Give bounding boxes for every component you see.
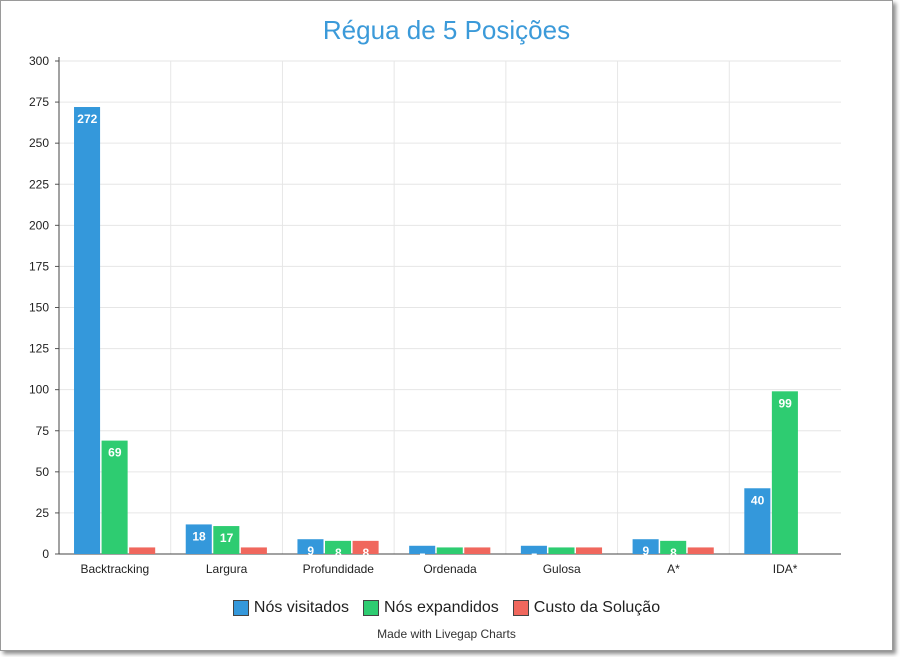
y-tick-label: 75 [36,424,50,438]
x-tick-label: A* [667,562,680,576]
y-tick-label: 150 [29,301,49,315]
bar [409,545,436,554]
y-tick-label: 25 [36,506,50,520]
bar [520,545,547,554]
data-label: 8 [335,546,342,560]
legend-item-nos-visitados[interactable]: Nós visitados [232,599,350,617]
data-label: 4 [139,552,146,566]
y-tick-label: 50 [36,465,50,479]
bar [744,488,771,554]
data-label: 9 [643,544,650,558]
legend-swatch [363,600,380,616]
y-tick-label: 125 [29,342,49,356]
legend-item-custo-da-solucao[interactable]: Custo da Solução [512,599,661,617]
data-label: 99 [778,396,792,410]
bar [575,547,603,554]
data-label: 40 [751,493,765,507]
y-tick-label: 275 [29,95,49,109]
bar [464,547,491,554]
x-tick-label: Gulosa [543,562,581,576]
data-label: 8 [670,546,677,560]
chart-legend: Nós visitados Nós expandidos Custo da So… [1,599,892,617]
x-tick-label: IDA* [773,562,798,576]
bar [548,547,575,554]
legend-label: Nós expandidos [384,599,499,616]
bar [660,540,687,554]
data-label: 4 [447,552,454,566]
y-tick-label: 200 [29,218,49,232]
data-label: 4 [586,552,593,566]
legend-item-nos-expandidos[interactable]: Nós expandidos [363,599,499,617]
data-label: 5 [531,551,538,565]
bar [101,440,128,554]
legend-label: Custo da Solução [533,599,661,616]
y-tick-label: 250 [29,136,49,150]
y-tick-label: 225 [29,177,49,191]
x-tick-label: Profundidade [303,562,375,576]
data-label: 9 [307,544,314,558]
bar [213,526,240,554]
bar [771,391,798,554]
legend-label: Nós visitados [253,599,350,616]
data-label: 272 [77,112,97,126]
data-label: 4 [698,552,705,566]
y-tick-label: 300 [29,54,49,68]
data-label: 4 [474,552,481,566]
legend-swatch [232,600,249,616]
bar [129,547,156,554]
bar [436,547,463,554]
chart-title: Régua de 5 Posições [322,15,571,45]
bar [185,524,212,554]
bar [297,539,324,554]
bar [240,547,267,554]
bar [74,107,101,554]
data-label: 4 [558,552,565,566]
y-tick-label: 100 [29,383,49,397]
y-tick-label: 0 [42,547,49,561]
data-label: 5 [419,551,426,565]
x-tick-label: Largura [206,562,248,576]
data-label: 8 [362,546,369,560]
data-label: 69 [108,446,122,460]
data-label: 18 [192,529,206,543]
legend-swatch [512,600,529,616]
bar [352,540,379,554]
y-tick-label: 175 [29,259,49,273]
credit-text: Made with Livegap Charts [377,627,516,641]
data-label: 17 [220,531,234,545]
data-label: 4 [251,552,258,566]
bar [632,539,659,554]
x-tick-label: Ordenada [423,562,477,576]
x-tick-label: Backtracking [81,562,150,576]
bar [687,547,714,554]
bar [325,540,352,554]
bar-chart: 0255075100125150175200225250275300272694… [29,54,841,576]
